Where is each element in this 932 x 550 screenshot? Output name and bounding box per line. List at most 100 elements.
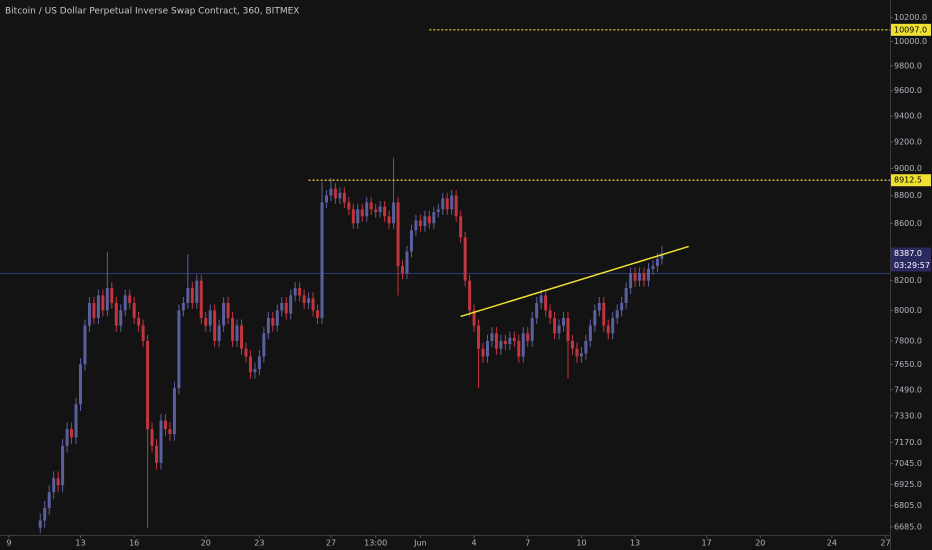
x-tick-label: 27 bbox=[880, 539, 890, 548]
y-tick-label: 7045.0 bbox=[894, 459, 922, 468]
candle-body bbox=[611, 317, 615, 334]
candle-body bbox=[530, 317, 534, 341]
candle-body bbox=[436, 209, 440, 213]
candle-body bbox=[119, 310, 123, 326]
candle-body bbox=[468, 280, 472, 311]
candle-body bbox=[606, 325, 610, 334]
y-tick-label: 6805.0 bbox=[894, 501, 922, 510]
candle-body bbox=[338, 192, 342, 199]
x-tick-label: Jun bbox=[413, 539, 427, 548]
y-tick-label: 6925.0 bbox=[894, 480, 922, 489]
candle-body bbox=[199, 280, 203, 318]
candle-body bbox=[418, 220, 422, 227]
candle-body bbox=[43, 508, 47, 521]
x-tick-label: 9 bbox=[6, 539, 11, 548]
countdown-label: 03:29:57 bbox=[894, 261, 930, 270]
candle-body bbox=[284, 302, 288, 314]
candle-body bbox=[593, 310, 597, 326]
candle-body bbox=[275, 310, 279, 326]
candle-body bbox=[369, 202, 373, 210]
candle-body bbox=[432, 212, 436, 224]
x-tick-label: 13 bbox=[75, 539, 85, 548]
level-label: 8912.5 bbox=[894, 176, 922, 185]
candle-body bbox=[208, 310, 212, 326]
x-tick-label: 23 bbox=[254, 539, 264, 548]
candle-body bbox=[548, 310, 552, 318]
y-tick-label: 9200.0 bbox=[894, 137, 922, 146]
x-tick-label: 17 bbox=[702, 539, 712, 548]
candle-body bbox=[329, 188, 333, 196]
candle-body bbox=[61, 445, 65, 486]
x-tick-label: 16 bbox=[129, 539, 139, 548]
candle-body bbox=[638, 273, 642, 281]
candle-body bbox=[633, 273, 637, 281]
candle-body bbox=[575, 348, 579, 357]
candle-body bbox=[472, 310, 476, 326]
y-tick-label: 7650.0 bbox=[894, 360, 922, 369]
y-tick-label: 10000.0 bbox=[894, 37, 927, 46]
candle-body bbox=[508, 337, 512, 345]
candle-body bbox=[602, 302, 606, 326]
candle-body bbox=[423, 216, 427, 227]
candle-body bbox=[450, 195, 454, 210]
y-tick-label: 7170.0 bbox=[894, 438, 922, 447]
y-tick-label: 9800.0 bbox=[894, 61, 922, 70]
candle-body bbox=[463, 237, 467, 281]
candle-body bbox=[624, 288, 628, 303]
candle-body bbox=[490, 333, 494, 341]
y-tick-label: 8600.0 bbox=[894, 219, 922, 228]
candle-body bbox=[155, 445, 159, 463]
candle-body bbox=[642, 273, 646, 281]
candle-body bbox=[226, 302, 230, 318]
candle-body bbox=[629, 273, 633, 289]
candle-body bbox=[222, 302, 226, 326]
candle-body bbox=[74, 404, 78, 438]
candle-body bbox=[459, 216, 463, 238]
candle-body bbox=[235, 325, 239, 341]
candle-body bbox=[539, 295, 543, 303]
candle-body bbox=[92, 302, 96, 318]
candle-body bbox=[494, 333, 498, 349]
candle-body bbox=[597, 302, 601, 311]
candle-body bbox=[342, 192, 346, 203]
candle-body bbox=[615, 310, 619, 318]
x-tick-label: 24 bbox=[827, 539, 837, 548]
candle-body bbox=[383, 206, 387, 217]
candle-body bbox=[316, 310, 320, 318]
candle-body bbox=[660, 253, 664, 259]
candle-body bbox=[128, 295, 132, 303]
candle-body bbox=[512, 337, 516, 341]
candle-body bbox=[217, 325, 221, 341]
candle-body bbox=[280, 302, 284, 311]
candle-body bbox=[401, 266, 405, 274]
candle-body bbox=[262, 333, 266, 357]
candle-body bbox=[190, 288, 194, 303]
y-tick-label: 6685.0 bbox=[894, 522, 922, 531]
candle-body bbox=[38, 520, 42, 528]
x-tick-label: 13:00 bbox=[364, 539, 387, 548]
candle-body bbox=[298, 288, 302, 296]
candle-body bbox=[646, 268, 650, 281]
candle-body bbox=[360, 209, 364, 217]
x-tick-label: 27 bbox=[326, 539, 336, 548]
candle-body bbox=[409, 230, 413, 252]
candle-body bbox=[570, 340, 574, 349]
y-tick-label: 7330.0 bbox=[894, 411, 922, 420]
candle-body bbox=[311, 298, 315, 311]
candle-body bbox=[96, 295, 100, 318]
candle-body bbox=[83, 325, 87, 365]
candle-body bbox=[584, 340, 588, 354]
candle-body bbox=[240, 325, 244, 349]
y-tick-label: 8800.0 bbox=[894, 191, 922, 200]
candle-body bbox=[123, 295, 127, 311]
x-tick-label: 7 bbox=[525, 539, 530, 548]
candle-body bbox=[52, 478, 56, 493]
candle-body bbox=[266, 317, 270, 334]
last-price-label: 8387.0 bbox=[894, 249, 922, 258]
candle-body bbox=[163, 420, 167, 430]
candle-body bbox=[365, 202, 369, 217]
candle-body bbox=[544, 295, 548, 311]
candle-body bbox=[150, 429, 154, 446]
y-tick-label: 8000.0 bbox=[894, 306, 922, 315]
